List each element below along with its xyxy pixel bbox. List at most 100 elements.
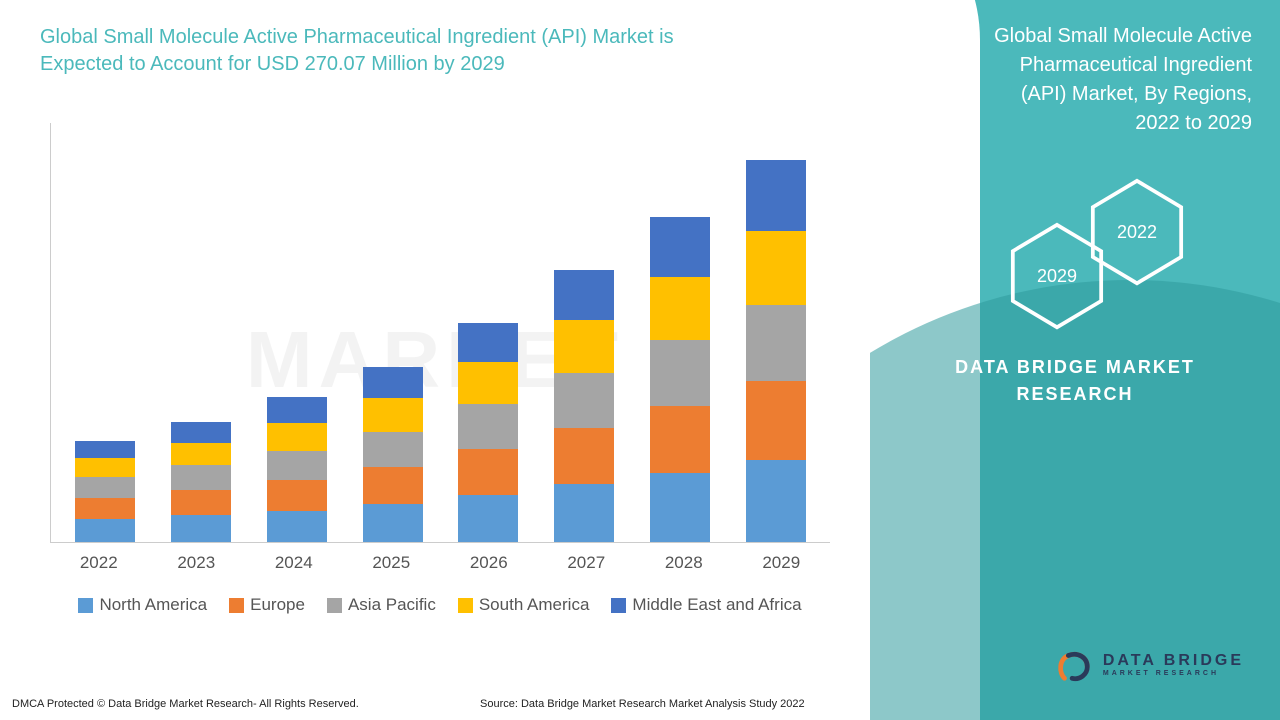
bar-segment [363, 398, 423, 432]
legend-label: South America [479, 595, 590, 615]
bar-stack [458, 323, 518, 542]
chart-title: Global Small Molecule Active Pharmaceuti… [40, 24, 740, 78]
bar-segment [267, 451, 327, 480]
legend-item: South America [458, 595, 590, 615]
bar-segment [267, 423, 327, 450]
bar-segment [75, 519, 135, 542]
brand-line1: DATA BRIDGE MARKET [870, 354, 1280, 381]
bar-segment [458, 404, 518, 448]
bar-segment [75, 498, 135, 519]
bar-segment [363, 367, 423, 399]
bar-stack [650, 217, 710, 542]
hexagon-label: 2029 [1037, 266, 1077, 287]
bar-segment [267, 397, 327, 423]
legend-swatch [229, 598, 244, 613]
legend-label: North America [99, 595, 207, 615]
page: MARKET Global Small Molecule Active Phar… [0, 0, 1280, 720]
legend-swatch [78, 598, 93, 613]
bar-segment [267, 511, 327, 543]
x-axis-label: 2025 [351, 553, 431, 573]
bar-segment [363, 467, 423, 504]
logo-line2: MARKET RESEARCH [1103, 670, 1244, 677]
bar-segment [171, 443, 231, 465]
bar-segment [267, 480, 327, 510]
bar-column [353, 367, 433, 542]
bar-segment [554, 320, 614, 373]
bar-segment [650, 473, 710, 542]
bar-segment [650, 217, 710, 278]
legend-swatch [327, 598, 342, 613]
bar-segment [746, 231, 806, 305]
bar-segment [363, 432, 423, 468]
x-axis-labels: 2022 2023 2024 2025 2026 2027 2028 2029 [50, 553, 830, 573]
bar-segment [650, 277, 710, 340]
bar-segment [171, 490, 231, 515]
bar-column [161, 422, 241, 542]
legend-label: Europe [250, 595, 305, 615]
bar-segment [458, 495, 518, 542]
bar-segment [458, 449, 518, 495]
x-axis-label: 2022 [59, 553, 139, 573]
bar-segment [746, 460, 806, 542]
bar-segment [171, 422, 231, 443]
legend-item: Middle East and Africa [611, 595, 801, 615]
bar-segment [746, 305, 806, 382]
sidebar-title: Global Small Molecule Active Pharmaceuti… [870, 0, 1280, 138]
chart-panel: MARKET Global Small Molecule Active Phar… [0, 0, 870, 720]
bar-segment [75, 477, 135, 498]
x-axis-label: 2026 [449, 553, 529, 573]
bar-stack [75, 441, 135, 542]
bar-segment [458, 362, 518, 404]
x-axis-label: 2024 [254, 553, 334, 573]
legend-label: Asia Pacific [348, 595, 436, 615]
footer-copyright: DMCA Protected © Data Bridge Market Rese… [12, 698, 359, 710]
bar-segment [75, 458, 135, 477]
legend-item: Europe [229, 595, 305, 615]
bar-segment [554, 428, 614, 485]
hexagon-label: 2022 [1117, 222, 1157, 243]
bar-stack [746, 160, 806, 542]
bar-column [736, 160, 816, 542]
bar-column [544, 270, 624, 542]
bar-column [448, 323, 528, 542]
sidebar-brand: DATA BRIDGE MARKET RESEARCH [870, 354, 1280, 408]
hexagon-graphic: 2029 2022 [1010, 178, 1280, 328]
bar-column [640, 217, 720, 542]
brand-line2: RESEARCH [870, 381, 1280, 408]
brand-logo: DATA BRIDGE MARKET RESEARCH [1055, 646, 1244, 684]
bar-segment [746, 381, 806, 460]
bar-segment [363, 504, 423, 542]
legend-swatch [611, 598, 626, 613]
x-axis-label: 2029 [741, 553, 821, 573]
bar-column [257, 397, 337, 542]
footer-source: Source: Data Bridge Market Research Mark… [480, 698, 805, 710]
bar-segment [171, 515, 231, 542]
legend-item: Asia Pacific [327, 595, 436, 615]
logo-line1: DATA BRIDGE [1103, 653, 1244, 670]
logo-text-block: DATA BRIDGE MARKET RESEARCH [1103, 653, 1244, 677]
x-axis-label: 2027 [546, 553, 626, 573]
bar-stack [171, 422, 231, 542]
stacked-bar-chart [50, 123, 830, 543]
bar-column [65, 441, 145, 542]
logo-icon [1055, 646, 1093, 684]
legend-swatch [458, 598, 473, 613]
x-axis-label: 2023 [156, 553, 236, 573]
bar-stack [554, 270, 614, 542]
chart-legend: North America Europe Asia Pacific South Ame… [40, 595, 840, 615]
bar-segment [458, 323, 518, 363]
bar-segment [554, 484, 614, 542]
hexagon-2022: 2022 [1090, 178, 1184, 286]
sidebar-panel: Global Small Molecule Active Pharmaceuti… [870, 0, 1280, 720]
bar-segment [650, 340, 710, 405]
bar-segment [171, 465, 231, 489]
bar-stack [267, 397, 327, 542]
bar-segment [650, 406, 710, 473]
legend-label: Middle East and Africa [632, 595, 801, 615]
bar-segment [75, 441, 135, 458]
bar-segment [554, 270, 614, 320]
bar-segment [554, 373, 614, 428]
x-axis-label: 2028 [644, 553, 724, 573]
bar-segment [746, 160, 806, 231]
bar-stack [363, 367, 423, 542]
